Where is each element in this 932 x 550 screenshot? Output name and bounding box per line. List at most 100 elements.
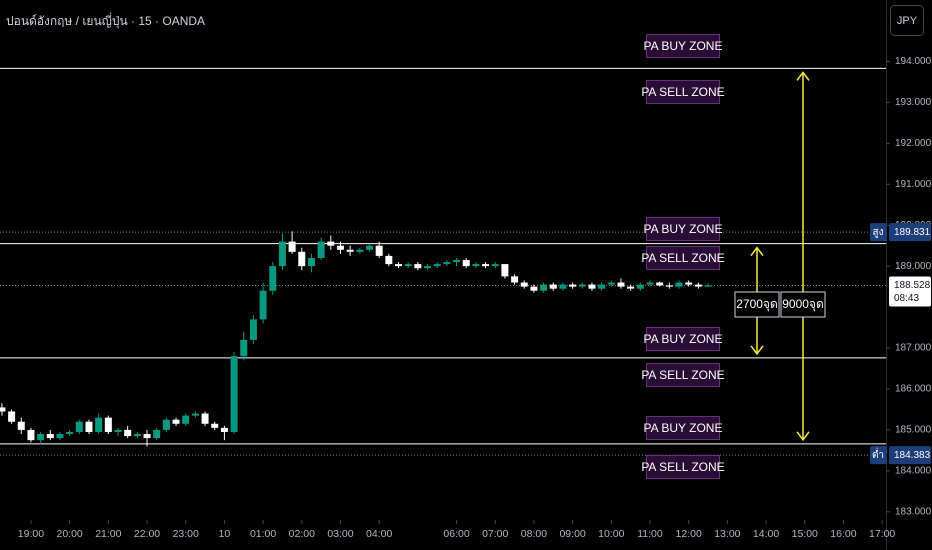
candle-body (472, 264, 480, 267)
candle-body (675, 282, 683, 287)
candle-body (588, 284, 596, 289)
arrow-head (796, 71, 810, 442)
currency-button[interactable] (890, 5, 924, 36)
candle-body (172, 419, 180, 424)
candle-body (627, 286, 635, 289)
candle-body (404, 264, 412, 267)
x-tick-label: 03:00 (327, 528, 353, 540)
candle-body (656, 282, 664, 286)
zone-label: PA BUY ZONE (644, 39, 723, 53)
marker-price: 184.383 (894, 450, 931, 461)
arrow-label-box (734, 291, 780, 318)
x-tick-label: 23:00 (173, 528, 199, 540)
x-tick-label: 16:00 (830, 528, 856, 540)
x-tick-label: 12:00 (676, 528, 702, 540)
candle-body (66, 431, 74, 435)
candle-body (220, 427, 228, 432)
candle-body (414, 264, 422, 269)
last-price-box (889, 276, 931, 307)
candle-body (385, 255, 393, 265)
arrow-label: 9000จุด (782, 297, 824, 312)
arrow-label: 2700จุด (736, 297, 778, 312)
measure-arrow (796, 71, 810, 442)
marker-price-box (889, 223, 931, 242)
candle-body (665, 285, 673, 287)
candle-body (249, 319, 257, 340)
currency-button-label[interactable]: JPY (897, 15, 918, 27)
zone-label: PA SELL ZONE (641, 460, 724, 474)
candle-body (336, 245, 344, 250)
candle-body (104, 417, 112, 432)
last-price: 188.528 (894, 280, 931, 291)
candle-body (95, 417, 103, 432)
symbol-title: ปอนด์อังกฤษ / เยนญี่ปุ่น · 15 · OANDA (6, 12, 205, 29)
zone-label-box (646, 80, 720, 104)
x-tick-label: 08:00 (521, 528, 547, 540)
y-tick-label: 183.000 (895, 506, 932, 517)
candle-body (153, 429, 161, 439)
marker-tag: สูง (873, 227, 884, 238)
y-tick-label: 186.000 (895, 384, 932, 395)
candle-body (317, 241, 325, 258)
zone-label-box (646, 363, 720, 387)
candle-body (424, 266, 432, 269)
x-tick-label: 10 (219, 528, 231, 540)
candle-body (124, 429, 132, 437)
candle-body (559, 284, 567, 289)
zone-label-box (646, 34, 720, 58)
x-tick-label: 22:00 (134, 528, 160, 540)
candle-body (356, 249, 364, 252)
candle-body (17, 421, 25, 430)
candle-body (375, 245, 383, 256)
marker-tag-box (870, 446, 887, 465)
candle-body (37, 434, 45, 441)
candle-body (365, 245, 373, 250)
y-tick-label: 187.000 (895, 343, 932, 354)
candle-body (327, 241, 335, 246)
candle-body (240, 339, 248, 357)
candle-body (646, 282, 654, 285)
candle-body (704, 285, 712, 287)
candle-body (607, 282, 615, 285)
y-tick-label: 191.000 (895, 179, 932, 190)
candle-body (0, 407, 6, 412)
candle-body (346, 249, 354, 252)
candle-body (259, 290, 267, 320)
zone-label: PA SELL ZONE (641, 85, 724, 99)
zone-label-box (646, 217, 720, 241)
candle-body (617, 282, 625, 287)
x-tick-label: 13:00 (714, 528, 740, 540)
candle-body (85, 421, 93, 432)
x-tick-label: 06:00 (443, 528, 469, 540)
candle-body (395, 264, 403, 267)
candle-body (482, 264, 490, 267)
x-tick-label: 15:00 (792, 528, 818, 540)
x-tick-label: 14:00 (753, 528, 779, 540)
candle-body (598, 284, 606, 289)
candle-body (501, 264, 509, 277)
x-tick-label: 21:00 (95, 528, 121, 540)
countdown: 08:43 (894, 293, 919, 304)
x-tick-label: 19:00 (18, 528, 44, 540)
candle-body (75, 421, 83, 432)
candle-body (182, 415, 190, 424)
x-tick-label: 10:00 (598, 528, 624, 540)
zone-label-box (646, 455, 720, 479)
candle-body (114, 429, 122, 432)
x-tick-label: 17:00 (869, 528, 895, 540)
candle-body (511, 276, 519, 283)
candle-body (230, 356, 238, 432)
candle-body (520, 282, 528, 287)
candle-body (540, 284, 548, 291)
candle-body (133, 434, 141, 437)
candle-body (491, 264, 499, 267)
candle-body (278, 241, 286, 267)
marker-price: 189.831 (894, 227, 931, 238)
zone-label-box (646, 416, 720, 440)
x-tick-label: 04:00 (366, 528, 392, 540)
zone-label-box (646, 246, 720, 270)
zone-label: PA BUY ZONE (644, 332, 723, 346)
candle-body (433, 264, 441, 267)
